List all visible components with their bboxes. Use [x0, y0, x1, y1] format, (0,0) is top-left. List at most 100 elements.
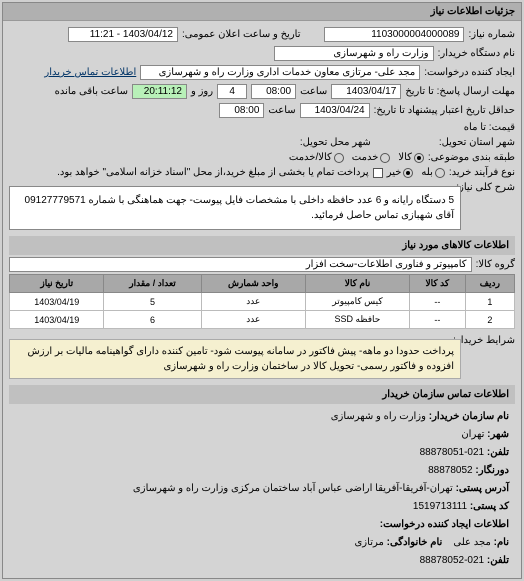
radio-icon	[334, 153, 344, 163]
delivery-city-label: شهر محل تحویل:	[300, 137, 371, 148]
goods-group-field: کامپیوتر و فناوری اطلاعات-سخت افزار	[9, 257, 472, 272]
panel-body: شماره نیاز: 1103000004000089 تاریخ و ساع…	[3, 21, 521, 578]
pack-opt-guarantee[interactable]: کالا/خدمت	[289, 152, 344, 163]
contact-cphone-label: تلفن:	[487, 555, 509, 566]
row-delivery-deadline: حداقل تاریخ اعتبار پیشنهاد تا تاریخ: 140…	[9, 101, 515, 120]
contact-section: نام سازمان خریدار: وزارت راه و شهرسازی ش…	[9, 404, 515, 574]
radio-icon	[403, 168, 413, 178]
row-delivery-loc: شهر استان تحویل: شهر محل تحویل:	[9, 135, 515, 150]
agree-opt-no-label: خیر	[387, 167, 402, 178]
request-no-field: 1103000004000089	[324, 27, 464, 42]
buyer-contact-link[interactable]: اطلاعات تماس خریدار	[44, 67, 136, 78]
contact-fax: 88878052	[428, 465, 473, 476]
agree-opt-no[interactable]: خیر	[387, 167, 414, 178]
row-creator: ایجاد کننده درخواست: مجد علی- مرتازی معا…	[9, 63, 515, 82]
contact-city-label: شهر:	[487, 429, 509, 440]
contact-phone-label: تلفن:	[487, 447, 509, 458]
buyer-org-field: وزارت راه و شهرسازی	[274, 46, 434, 61]
hours-label: ساعت باقی مانده	[55, 86, 128, 97]
creator-field: مجد علی- مرتازی معاون خدمات اداری وزارت …	[140, 65, 420, 80]
delivery-deadline-time: 08:00	[219, 103, 264, 118]
row-deadline-send: مهلت ارسال پاسخ: تا تاریخ 1403/04/17 ساع…	[9, 82, 515, 101]
cell: 2	[465, 311, 514, 329]
radio-icon	[435, 168, 445, 178]
goods-table: ردیف کد کالا نام کالا واحد شمارش تعداد /…	[9, 274, 515, 329]
contact-name: مجد علی	[453, 537, 490, 548]
deadline-send-date: 1403/04/17	[331, 84, 401, 99]
radio-icon	[414, 153, 424, 163]
contact-creator-section: اطلاعات ایجاد کننده درخواست:	[15, 516, 509, 534]
row-request-no: شماره نیاز: 1103000004000089 تاریخ و ساع…	[9, 25, 515, 44]
days-remaining: 4	[217, 84, 247, 99]
creator-label: ایجاد کننده درخواست:	[424, 67, 515, 78]
contact-city: تهران	[461, 429, 484, 440]
col-date: تاریخ نیاز	[10, 275, 104, 293]
row-goods-group: گروه کالا: کامپیوتر و فناوری اطلاعات-سخت…	[9, 255, 515, 274]
table-row: 2 -- حافظه SSD عدد 6 1403/04/19	[10, 311, 515, 329]
row-agree: نوع فرآیند خرید: بله خیر پرداخت تمام یا …	[9, 165, 515, 180]
buyer-terms-label: شرایط خریدار:	[465, 335, 515, 346]
col-unit: واحد شمارش	[201, 275, 305, 293]
agree-label: نوع فرآیند خرید:	[449, 167, 515, 178]
cell: عدد	[201, 293, 305, 311]
contact-org-label: نام سازمان خریدار:	[429, 411, 509, 422]
row-price: قیمت: تا ماه	[9, 120, 515, 135]
cell: --	[410, 293, 466, 311]
panel-title: جزئیات اطلاعات نیاز	[3, 3, 521, 21]
hours-remaining: 20:11:12	[132, 84, 187, 99]
day-label: روز و	[191, 86, 213, 97]
request-no-label: شماره نیاز:	[468, 29, 515, 40]
pack-radio-group: کالا خدمت کالا/خدمت	[289, 152, 424, 163]
announce-label: تاریخ و ساعت اعلان عمومی:	[182, 29, 301, 40]
contact-section-title: اطلاعات تماس سازمان خریدار	[9, 385, 515, 404]
col-row-no: ردیف	[465, 275, 514, 293]
cell: حافظه SSD	[305, 311, 409, 329]
col-name: نام کالا	[305, 275, 409, 293]
buyer-terms-text: پرداخت حدودا دو ماهه- پیش فاکتور در ساما…	[9, 339, 461, 379]
contact-phone: 021-88878051	[420, 447, 485, 458]
contact-lname: مرتازی	[354, 537, 383, 548]
goods-section-title: اطلاعات کالاهای مورد نیاز	[9, 236, 515, 255]
pack-opt-service-label: خدمت	[352, 152, 379, 163]
contact-post-label: کد پستی:	[470, 501, 509, 512]
contact-addr-label: آدرس پستی:	[456, 483, 509, 494]
col-code: کد کالا	[410, 275, 466, 293]
pack-opt-service[interactable]: خدمت	[352, 152, 391, 163]
contact-post: 1519713111	[413, 501, 467, 512]
contact-cphone: 021-88878052	[420, 555, 485, 566]
price-label: قیمت: تا ماه	[464, 122, 515, 133]
row-desc: شرح کلی نیاز: 5 دستگاه رایانه و 6 عدد حا…	[9, 180, 515, 236]
delivery-deadline-date: 1403/04/24	[300, 103, 370, 118]
payment-note: پرداخت تمام یا بخشی از مبلغ خرید،از محل …	[57, 167, 369, 178]
cell: 5	[104, 293, 201, 311]
desc-text: 5 دستگاه رایانه و 6 عدد حافظه داخلی با م…	[9, 186, 461, 230]
radio-icon	[380, 153, 390, 163]
row-pack: طبقه بندی موضوعی: کالا خدمت کالا/خدمت	[9, 150, 515, 165]
agree-opt-yes[interactable]: بله	[421, 167, 444, 178]
time-label-2: ساعت	[268, 105, 295, 116]
table-header-row: ردیف کد کالا نام کالا واحد شمارش تعداد /…	[10, 275, 515, 293]
agree-opt-yes-label: بله	[421, 167, 432, 178]
buyer-org-label: نام دستگاه خریدار:	[438, 48, 515, 59]
cell: --	[410, 311, 466, 329]
payment-checkbox[interactable]	[373, 168, 383, 178]
delivery-deadline-label: حداقل تاریخ اعتبار پیشنهاد تا تاریخ:	[374, 105, 515, 116]
table-row: 1 -- کیس کامپیوتر عدد 5 1403/04/19	[10, 293, 515, 311]
pack-opt-guarantee-label: کالا/خدمت	[289, 152, 332, 163]
pack-opt-goods[interactable]: کالا	[398, 152, 424, 163]
row-buyer-org: نام دستگاه خریدار: وزارت راه و شهرسازی	[9, 44, 515, 63]
time-label-1: ساعت	[300, 86, 327, 97]
cell: 1	[465, 293, 514, 311]
contact-org: وزارت راه و شهرسازی	[331, 411, 426, 422]
main-panel: جزئیات اطلاعات نیاز شماره نیاز: 11030000…	[2, 2, 522, 579]
deadline-send-time: 08:00	[251, 84, 296, 99]
contact-name-label: نام:	[494, 537, 509, 548]
row-buyer-terms: شرایط خریدار: پرداخت حدودا دو ماهه- پیش …	[9, 333, 515, 385]
announce-field: 1403/04/12 - 11:21	[68, 27, 178, 42]
agree-radio-group: بله خیر	[387, 167, 445, 178]
cell: 1403/04/19	[10, 311, 104, 329]
contact-fax-label: دورنگار:	[475, 465, 509, 476]
pack-label: طبقه بندی موضوعی:	[428, 152, 515, 163]
cell: عدد	[201, 311, 305, 329]
cell: 1403/04/19	[10, 293, 104, 311]
